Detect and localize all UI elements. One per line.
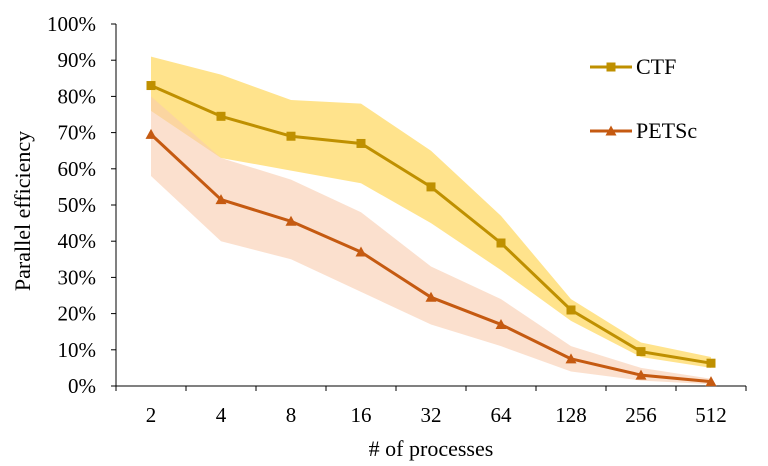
point-ctf: [286, 131, 296, 141]
point-petsc: [285, 215, 297, 226]
y-tick-label: 40%: [58, 229, 97, 253]
point-petsc: [705, 376, 717, 387]
y-tick-label: 10%: [58, 338, 97, 362]
x-tick-label: 512: [695, 403, 727, 427]
x-tick-label: 32: [421, 403, 442, 427]
legend-marker-petsc: [605, 125, 617, 136]
point-petsc: [495, 318, 507, 329]
point-ctf: [496, 238, 506, 248]
y-tick-label: 60%: [58, 157, 97, 181]
x-tick-label: 2: [146, 403, 157, 427]
point-petsc: [355, 246, 367, 257]
point-ctf: [636, 347, 646, 357]
x-tick-label: 8: [286, 403, 297, 427]
y-axis-title: Parallel efficiency: [10, 131, 35, 291]
y-tick-label: 30%: [58, 265, 97, 289]
legend-marker-ctf: [606, 62, 616, 72]
legend: CTF PETSc: [590, 54, 697, 143]
x-tick-label: 16: [351, 403, 372, 427]
axes: 0% 10% 20% 30% 40% 50% 60% 70% 80% 90% 100% 2 4 8 16 32…: [47, 12, 747, 427]
point-ctf: [426, 182, 436, 192]
point-ctf: [146, 81, 156, 91]
band-petsc: [151, 96, 711, 385]
x-tick-label: 128: [555, 403, 587, 427]
point-petsc: [145, 128, 157, 139]
x-tick-label: 256: [625, 403, 657, 427]
y-tick-label: 20%: [58, 302, 97, 326]
point-petsc: [635, 369, 647, 380]
error-bands: [151, 56, 711, 385]
series-lines: [145, 81, 717, 387]
y-tick-label: 50%: [58, 193, 97, 217]
point-ctf: [566, 305, 576, 315]
x-tick-label: 4: [216, 403, 227, 427]
point-petsc: [215, 194, 227, 205]
y-tick-label: 70%: [58, 121, 97, 145]
point-ctf: [356, 138, 366, 148]
y-tick-label: 0%: [68, 374, 96, 398]
y-tick-label: 90%: [58, 48, 97, 72]
point-petsc: [565, 353, 577, 364]
y-tick-label: 80%: [58, 84, 97, 108]
y-tick-label: 100%: [47, 12, 96, 36]
legend-label-petsc: PETSc: [636, 118, 697, 143]
point-ctf: [216, 111, 226, 121]
x-tick-label: 64: [491, 403, 513, 427]
x-axis-title: # of processes: [369, 436, 494, 461]
point-ctf: [706, 358, 716, 368]
point-petsc: [425, 291, 437, 302]
legend-label-ctf: CTF: [636, 54, 676, 79]
